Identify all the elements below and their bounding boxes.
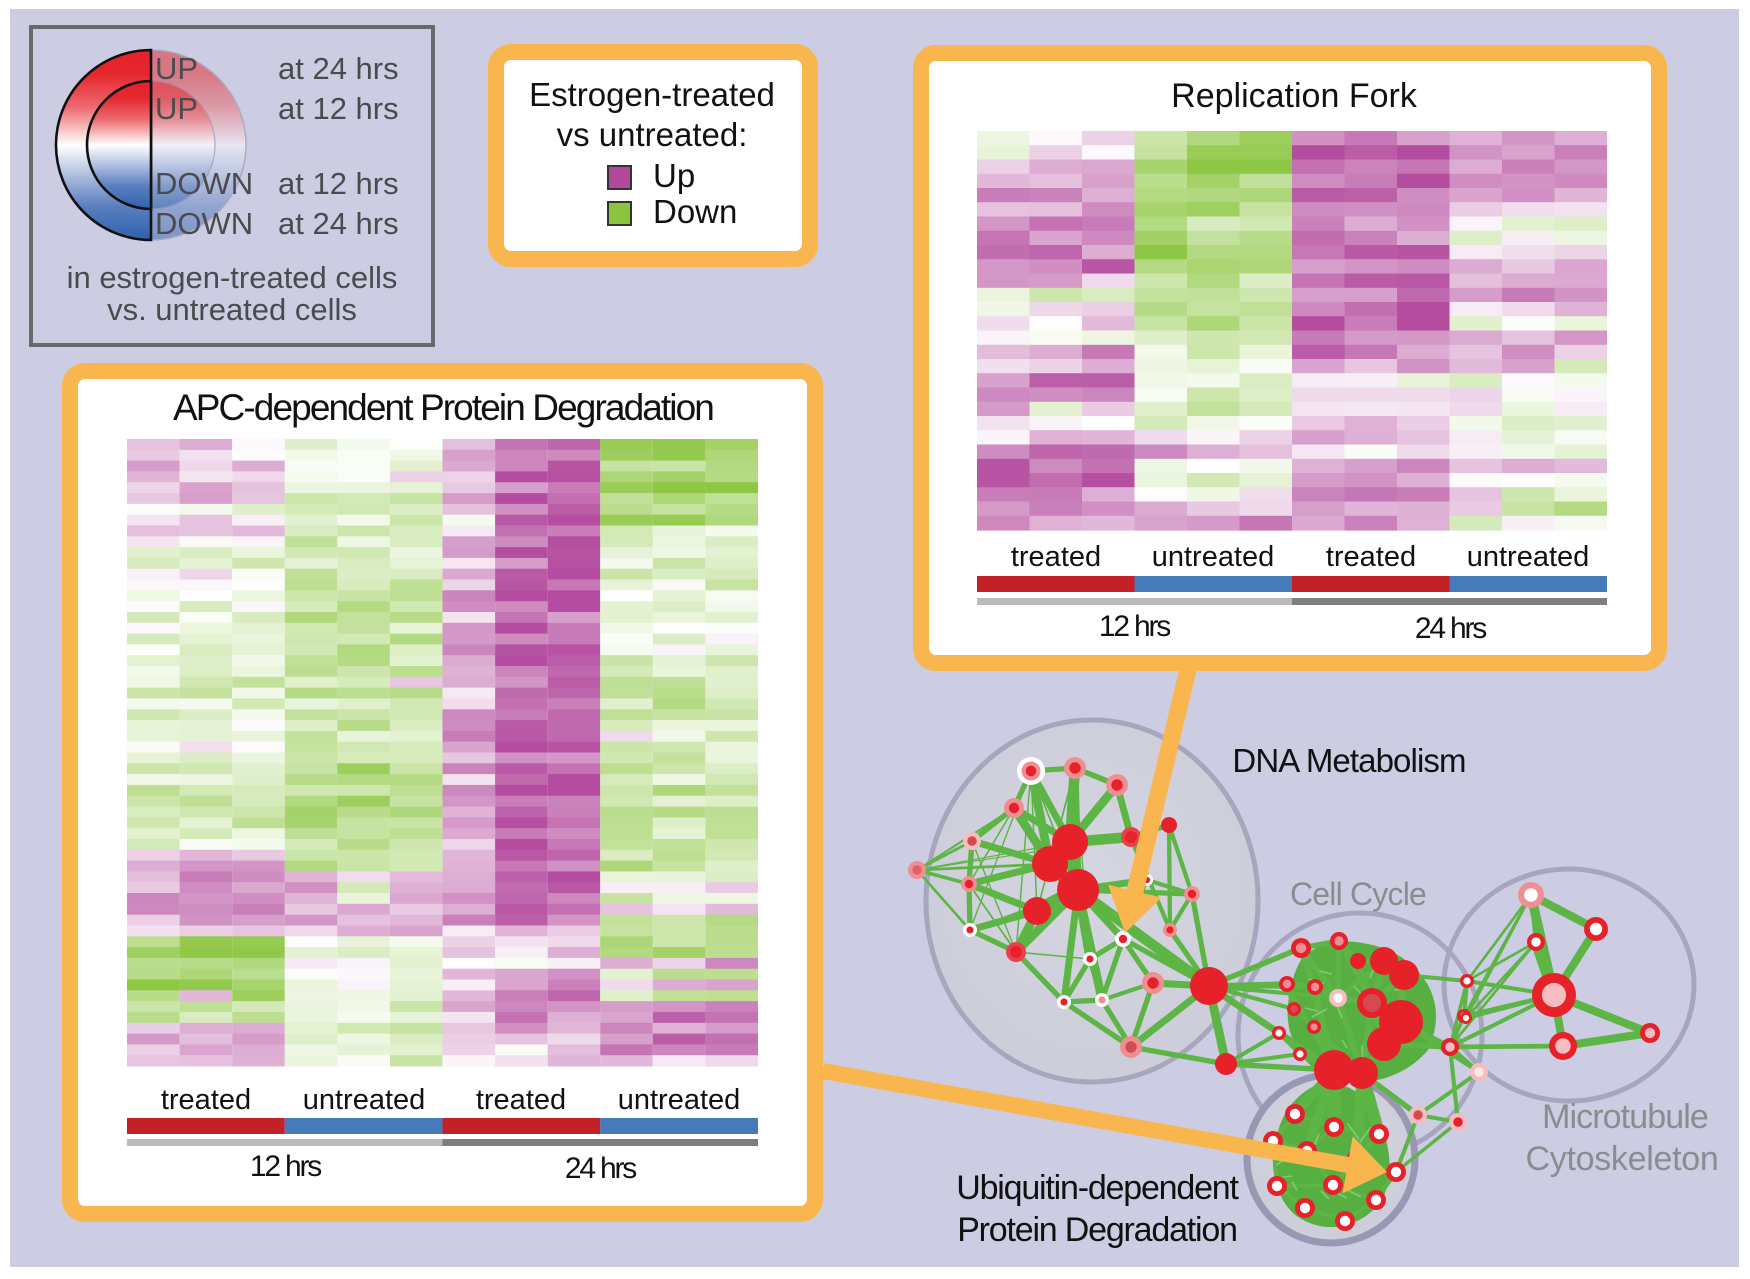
svg-text:UP: UP [155, 51, 198, 86]
svg-text:12 hrs: 12 hrs [1099, 610, 1170, 643]
svg-text:Down: Down [653, 193, 737, 230]
svg-text:UP: UP [155, 91, 198, 126]
svg-text:APC-dependent Protein Degradat: APC-dependent Protein Degradation [173, 387, 713, 428]
svg-text:at 24 hrs: at 24 hrs [278, 206, 399, 241]
svg-text:DOWN: DOWN [155, 166, 253, 201]
svg-text:untreated: untreated [303, 1084, 426, 1116]
svg-text:Microtubule: Microtubule [1542, 1098, 1708, 1136]
svg-text:treated: treated [476, 1084, 566, 1116]
svg-text:Cell Cycle: Cell Cycle [1290, 876, 1426, 912]
svg-text:vs. untreated cells: vs. untreated cells [107, 292, 357, 327]
svg-text:at 12 hrs: at 12 hrs [278, 91, 399, 126]
svg-text:24 hrs: 24 hrs [565, 1152, 636, 1185]
svg-text:24 hrs: 24 hrs [1415, 612, 1486, 645]
svg-text:untreated: untreated [618, 1084, 741, 1116]
svg-text:treated: treated [1326, 541, 1416, 573]
svg-text:DNA Metabolism: DNA Metabolism [1232, 742, 1465, 779]
svg-text:in estrogen-treated cells: in estrogen-treated cells [67, 260, 398, 295]
svg-text:Ubiquitin-dependent: Ubiquitin-dependent [956, 1169, 1239, 1207]
svg-text:Estrogen-treated: Estrogen-treated [529, 76, 775, 113]
svg-text:Up: Up [653, 157, 695, 194]
svg-text:Replication Fork: Replication Fork [1171, 77, 1418, 115]
svg-text:Protein Degradation: Protein Degradation [957, 1211, 1237, 1249]
svg-text:Cytoskeleton: Cytoskeleton [1526, 1140, 1719, 1178]
svg-text:untreated: untreated [1152, 541, 1275, 573]
svg-text:DOWN: DOWN [155, 206, 253, 241]
svg-text:vs untreated:: vs untreated: [557, 116, 748, 153]
svg-text:at 12 hrs: at 12 hrs [278, 166, 399, 201]
svg-text:treated: treated [161, 1084, 251, 1116]
svg-text:untreated: untreated [1467, 541, 1590, 573]
svg-text:12 hrs: 12 hrs [250, 1150, 321, 1183]
svg-text:at 24 hrs: at 24 hrs [278, 51, 399, 86]
svg-text:treated: treated [1011, 541, 1101, 573]
